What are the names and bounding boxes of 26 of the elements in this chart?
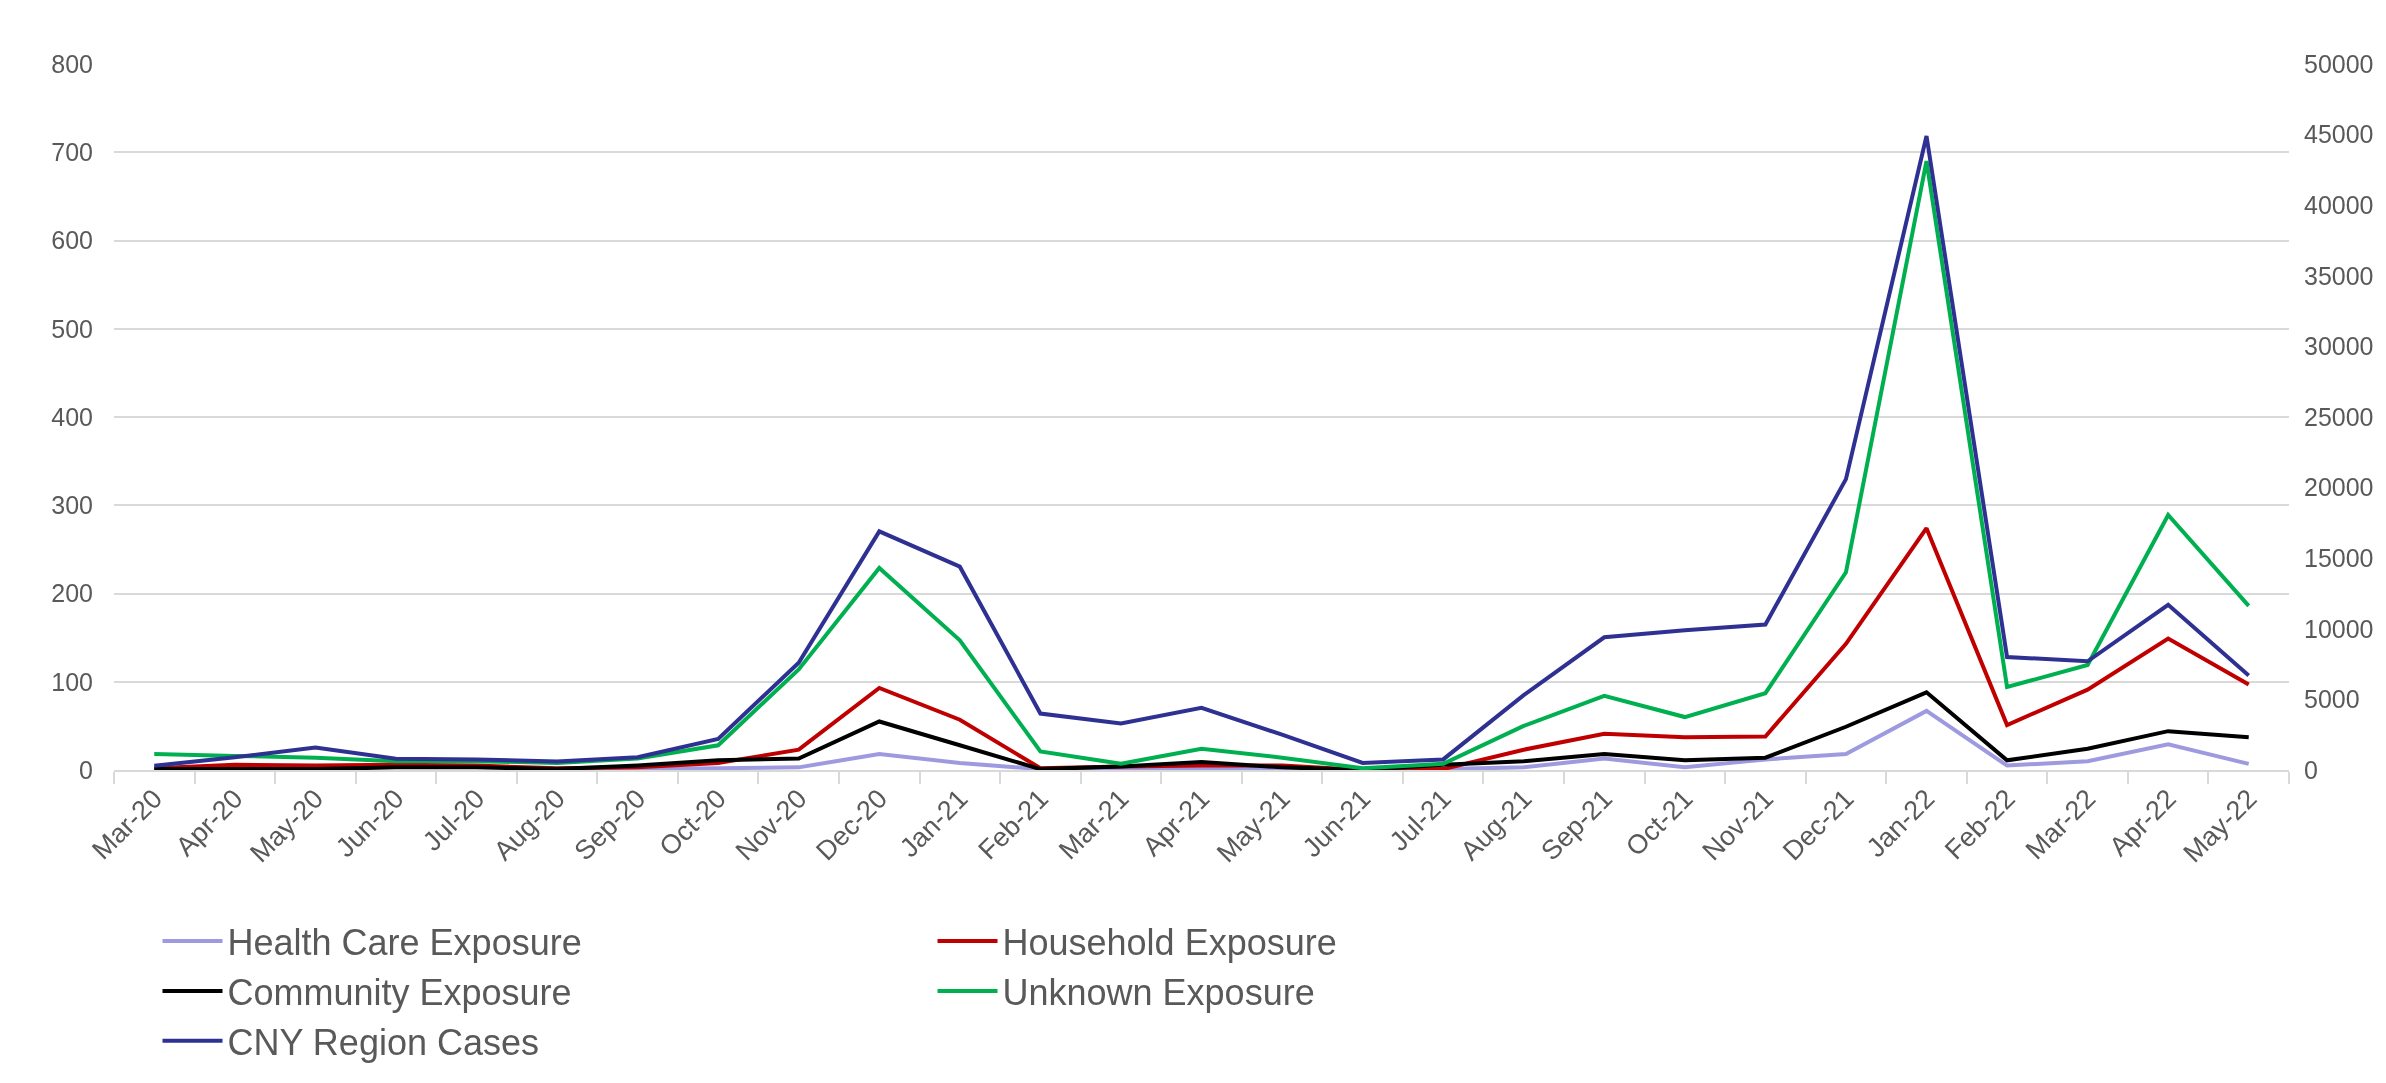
legend-label: Unknown Exposure bbox=[1002, 971, 1315, 1013]
y-tick-label: 100 bbox=[51, 667, 93, 696]
y-tick-label: 0 bbox=[79, 755, 93, 784]
y2-tick-label: 40000 bbox=[2304, 190, 2374, 219]
y2-tick-label: 45000 bbox=[2304, 120, 2374, 149]
y-tick-label: 800 bbox=[51, 49, 93, 78]
legend-label: Health Care Exposure bbox=[227, 922, 582, 964]
y-tick-label: 300 bbox=[51, 491, 93, 519]
y2-tick-label: 5000 bbox=[2304, 685, 2360, 714]
y2-tick-label: 30000 bbox=[2304, 332, 2374, 361]
y2-tick-label: 25000 bbox=[2304, 402, 2374, 431]
y-tick-label: 200 bbox=[51, 579, 93, 608]
y2-tick-label: 0 bbox=[2304, 755, 2318, 784]
legend-label: Community Exposure bbox=[227, 971, 572, 1013]
y-tick-label: 400 bbox=[51, 402, 93, 431]
y-tick-label: 500 bbox=[51, 314, 93, 343]
y-tick-label: 700 bbox=[51, 138, 93, 166]
y2-tick-label: 20000 bbox=[2304, 473, 2374, 502]
y2-tick-label: 10000 bbox=[2304, 614, 2374, 643]
y2-tick-label: 50000 bbox=[2304, 49, 2374, 78]
y2-tick-label: 15000 bbox=[2304, 543, 2374, 572]
legend-label: Household Exposure bbox=[1002, 922, 1337, 964]
y2-tick-label: 35000 bbox=[2304, 261, 2374, 290]
line-series bbox=[152, 690, 2251, 770]
y-tick-label: 600 bbox=[51, 226, 93, 255]
legend-label: CNY Region Cases bbox=[227, 1021, 539, 1063]
